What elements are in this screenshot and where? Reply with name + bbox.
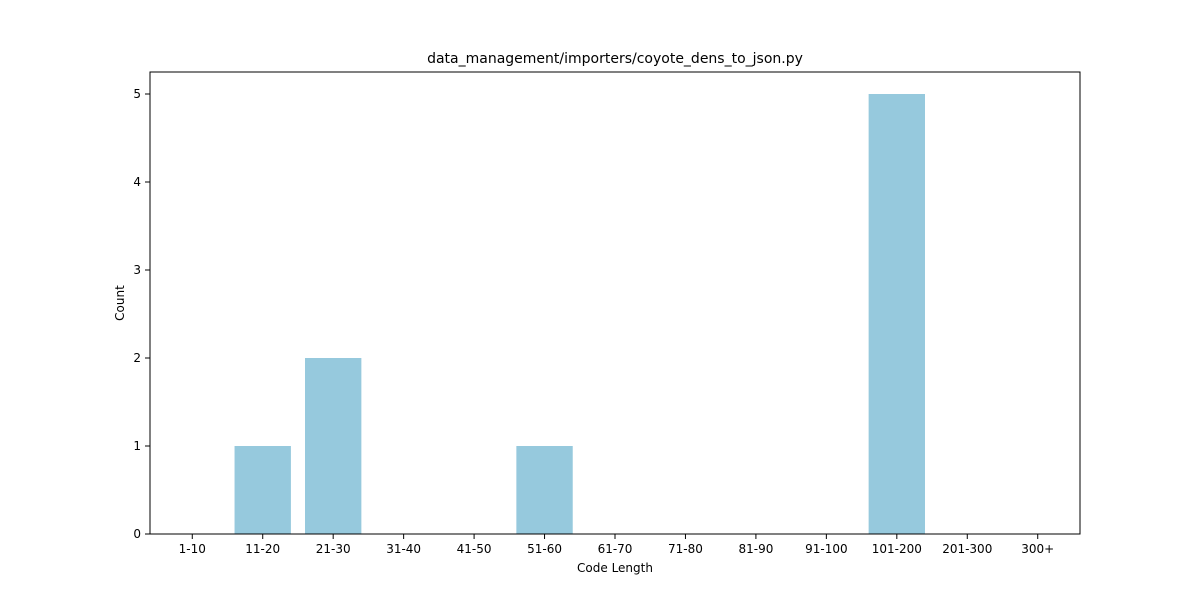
y-axis-label: Count [113, 285, 127, 321]
x-tick-label-81-90: 81-90 [738, 542, 773, 556]
x-tick-label-1-10: 1-10 [179, 542, 206, 556]
bar-51-60 [516, 446, 573, 534]
x-tick-label-61-70: 61-70 [598, 542, 633, 556]
x-tick-label-71-80: 71-80 [668, 542, 703, 556]
x-tick-label-101-200: 101-200 [872, 542, 922, 556]
x-tick-label-91-100: 91-100 [805, 542, 848, 556]
bar-21-30 [305, 358, 362, 534]
x-tick-label-51-60: 51-60 [527, 542, 562, 556]
bar-101-200 [868, 94, 925, 534]
x-tick-label-300+: 300+ [1021, 542, 1054, 556]
y-tick-label-1: 1 [133, 439, 141, 453]
x-tick-label-21-30: 21-30 [316, 542, 351, 556]
x-axis-label: Code Length [577, 561, 653, 575]
plot-layer [234, 94, 925, 534]
y-tick-label-3: 3 [133, 263, 141, 277]
x-tick-label-31-40: 31-40 [386, 542, 421, 556]
chart-title: data_management/importers/coyote_dens_to… [427, 51, 803, 67]
x-tick-label-201-300: 201-300 [942, 542, 992, 556]
y-tick-label-2: 2 [133, 351, 141, 365]
x-tick-label-41-50: 41-50 [457, 542, 492, 556]
bar-11-20 [234, 446, 291, 534]
y-tick-label-4: 4 [133, 175, 141, 189]
y-tick-label-5: 5 [133, 87, 141, 101]
x-axis-ticks: 1-10 11-20 21-30 31-40 41-50 51-60 61-70 71-80 8… [179, 534, 1054, 556]
y-tick-label-0: 0 [133, 527, 141, 541]
y-axis-ticks: 0 1 2 3 4 5 [133, 87, 150, 541]
x-tick-label-11-20: 11-20 [245, 542, 280, 556]
